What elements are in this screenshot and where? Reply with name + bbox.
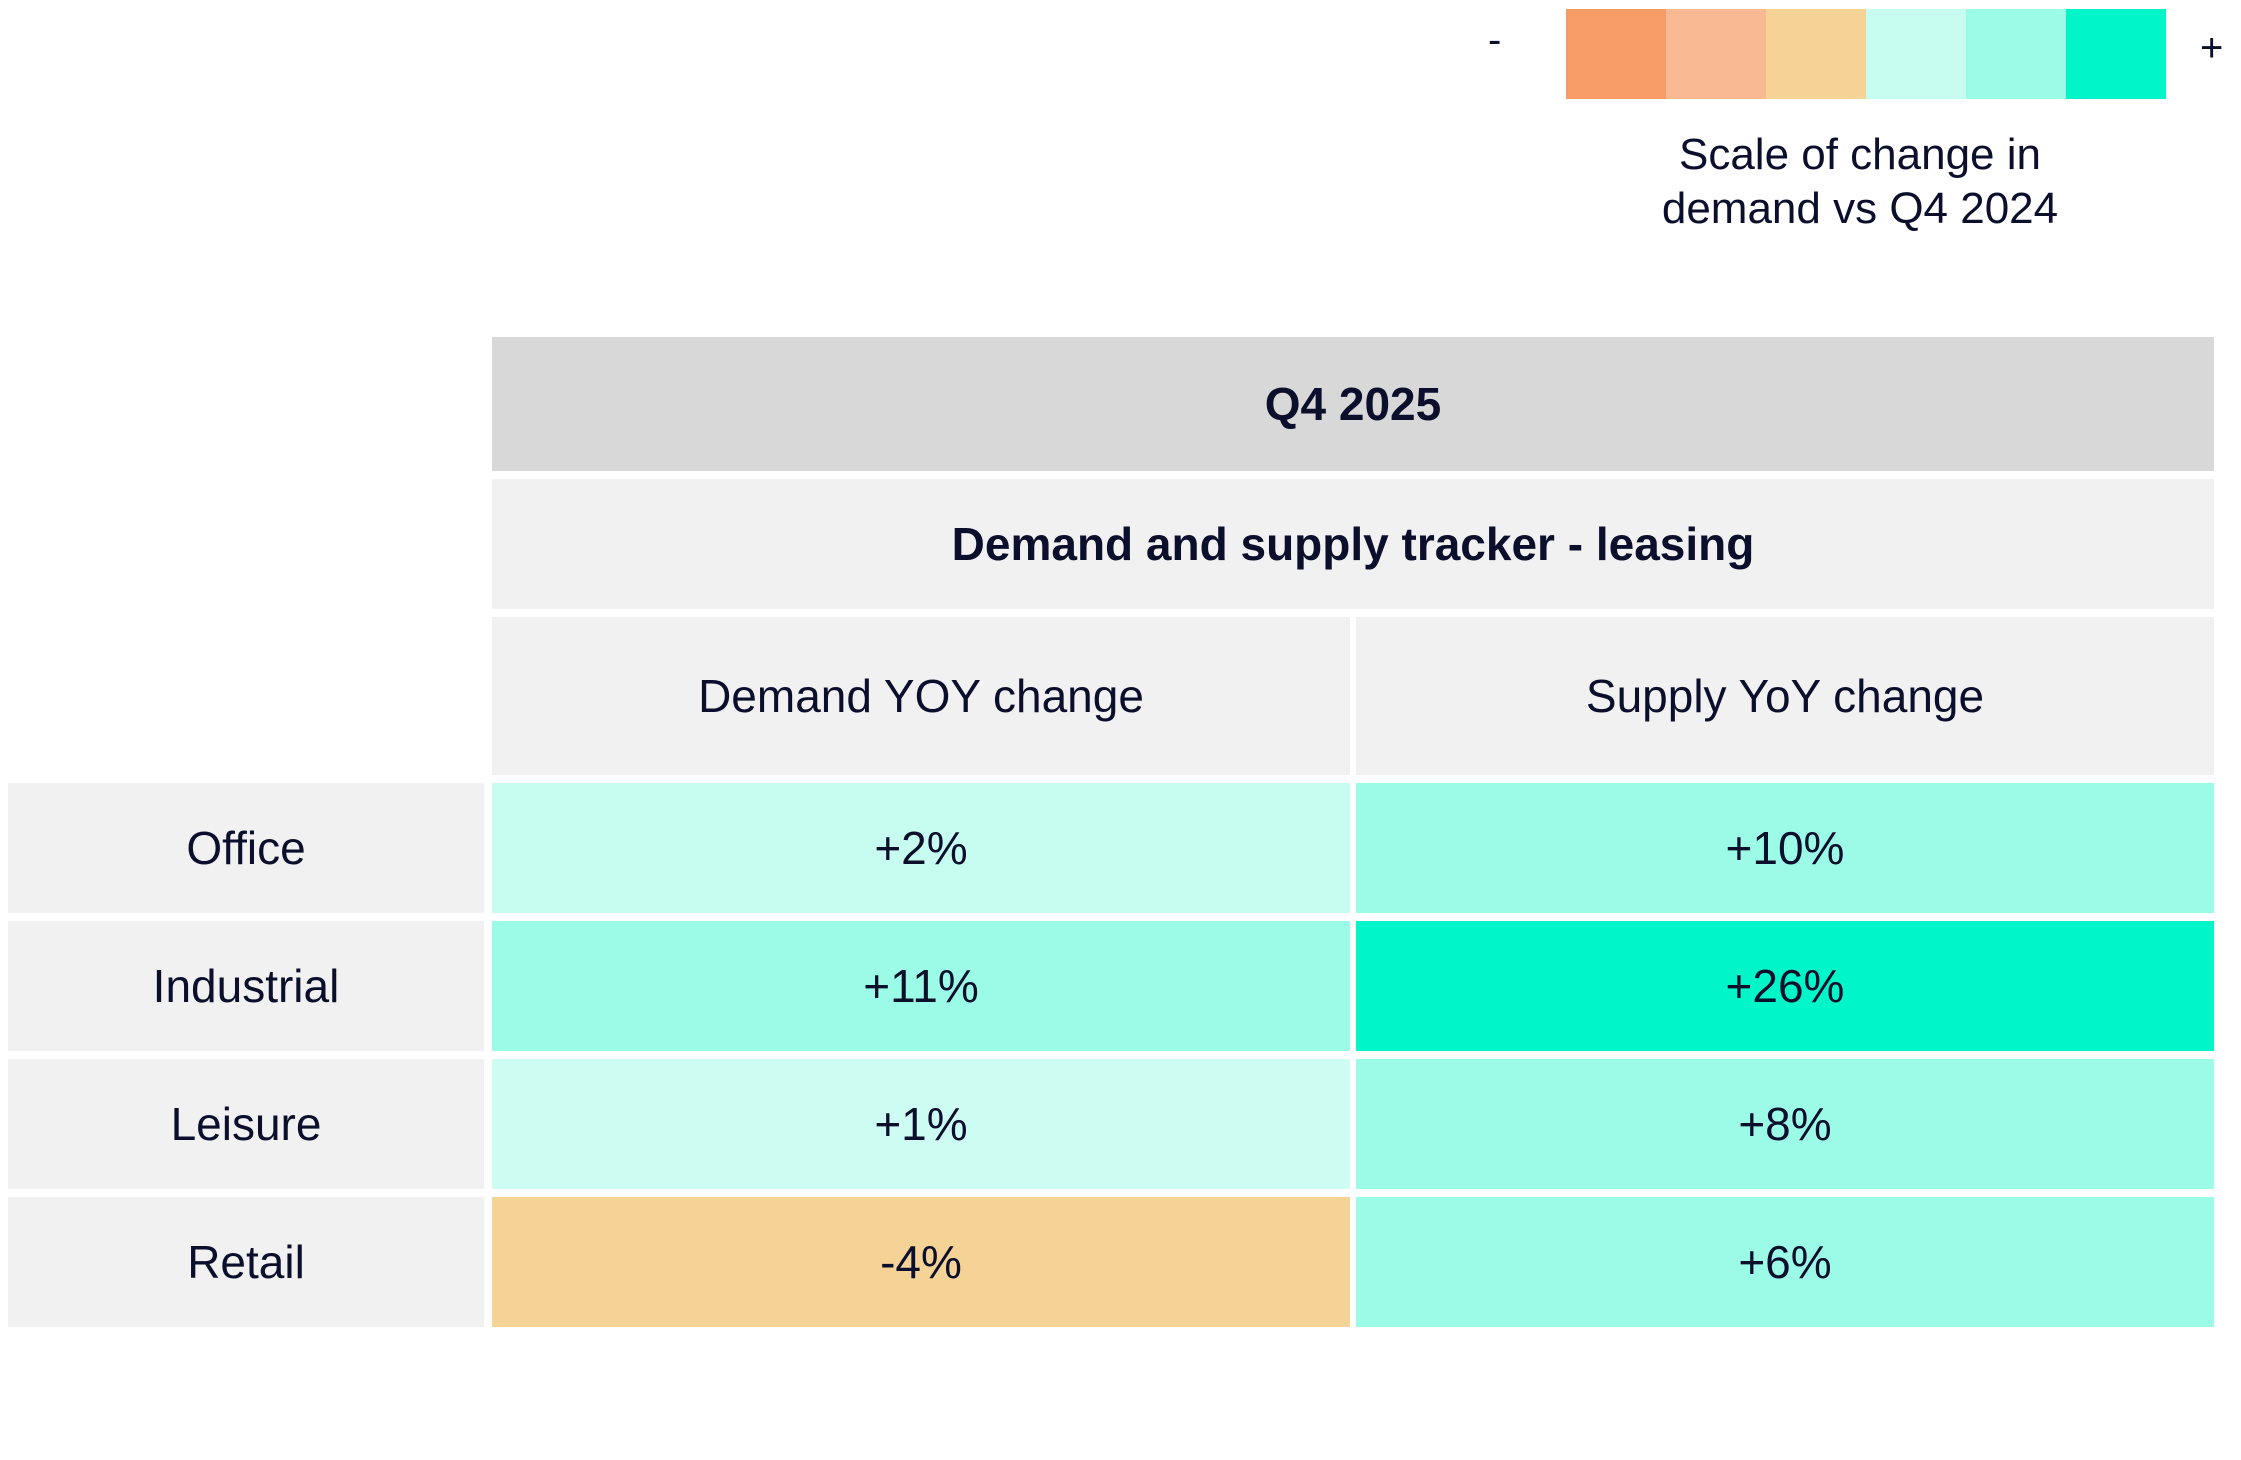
- legend-title-line2: demand vs Q4 2024: [1661, 184, 2059, 233]
- value-cell-industrial-supply: +26%: [1356, 921, 2214, 1051]
- value-cell-leisure-demand: +1%: [492, 1059, 1350, 1189]
- value-cell-leisure-supply: +8%: [1356, 1059, 2214, 1189]
- value-cell-retail-supply: +6%: [1356, 1197, 2214, 1327]
- value-cell-industrial-demand: +11%: [492, 921, 1350, 1051]
- legend-swatch-4: [1866, 9, 1966, 99]
- row-label-retail: Retail: [8, 1197, 484, 1327]
- legend-plus-label: +: [2200, 26, 2224, 70]
- row-label-office: Office: [8, 783, 484, 913]
- legend-color-scale: [1566, 9, 2166, 99]
- table-title: Q4 2025: [492, 337, 2214, 471]
- legend-title: Scale of change in demand vs Q4 2024: [1570, 128, 2150, 236]
- legend-minus-label: -: [1488, 18, 1502, 62]
- row-label-leisure: Leisure: [8, 1059, 484, 1189]
- row-label-industrial: Industrial: [8, 921, 484, 1051]
- legend-swatch-2: [1666, 9, 1766, 99]
- legend-swatch-6: [2066, 9, 2166, 99]
- legend-swatch-5: [1966, 9, 2066, 99]
- legend-title-line1: Scale of change in: [1678, 130, 2042, 179]
- value-cell-office-demand: +2%: [492, 783, 1350, 913]
- legend-swatch-3: [1766, 9, 1866, 99]
- value-cell-office-supply: +10%: [1356, 783, 2214, 913]
- table-subtitle: Demand and supply tracker - leasing: [492, 479, 2214, 609]
- legend-swatch-1: [1566, 9, 1666, 99]
- column-header-demand: Demand YOY change: [492, 617, 1350, 775]
- column-header-supply: Supply YoY change: [1356, 617, 2214, 775]
- value-cell-retail-demand: -4%: [492, 1197, 1350, 1327]
